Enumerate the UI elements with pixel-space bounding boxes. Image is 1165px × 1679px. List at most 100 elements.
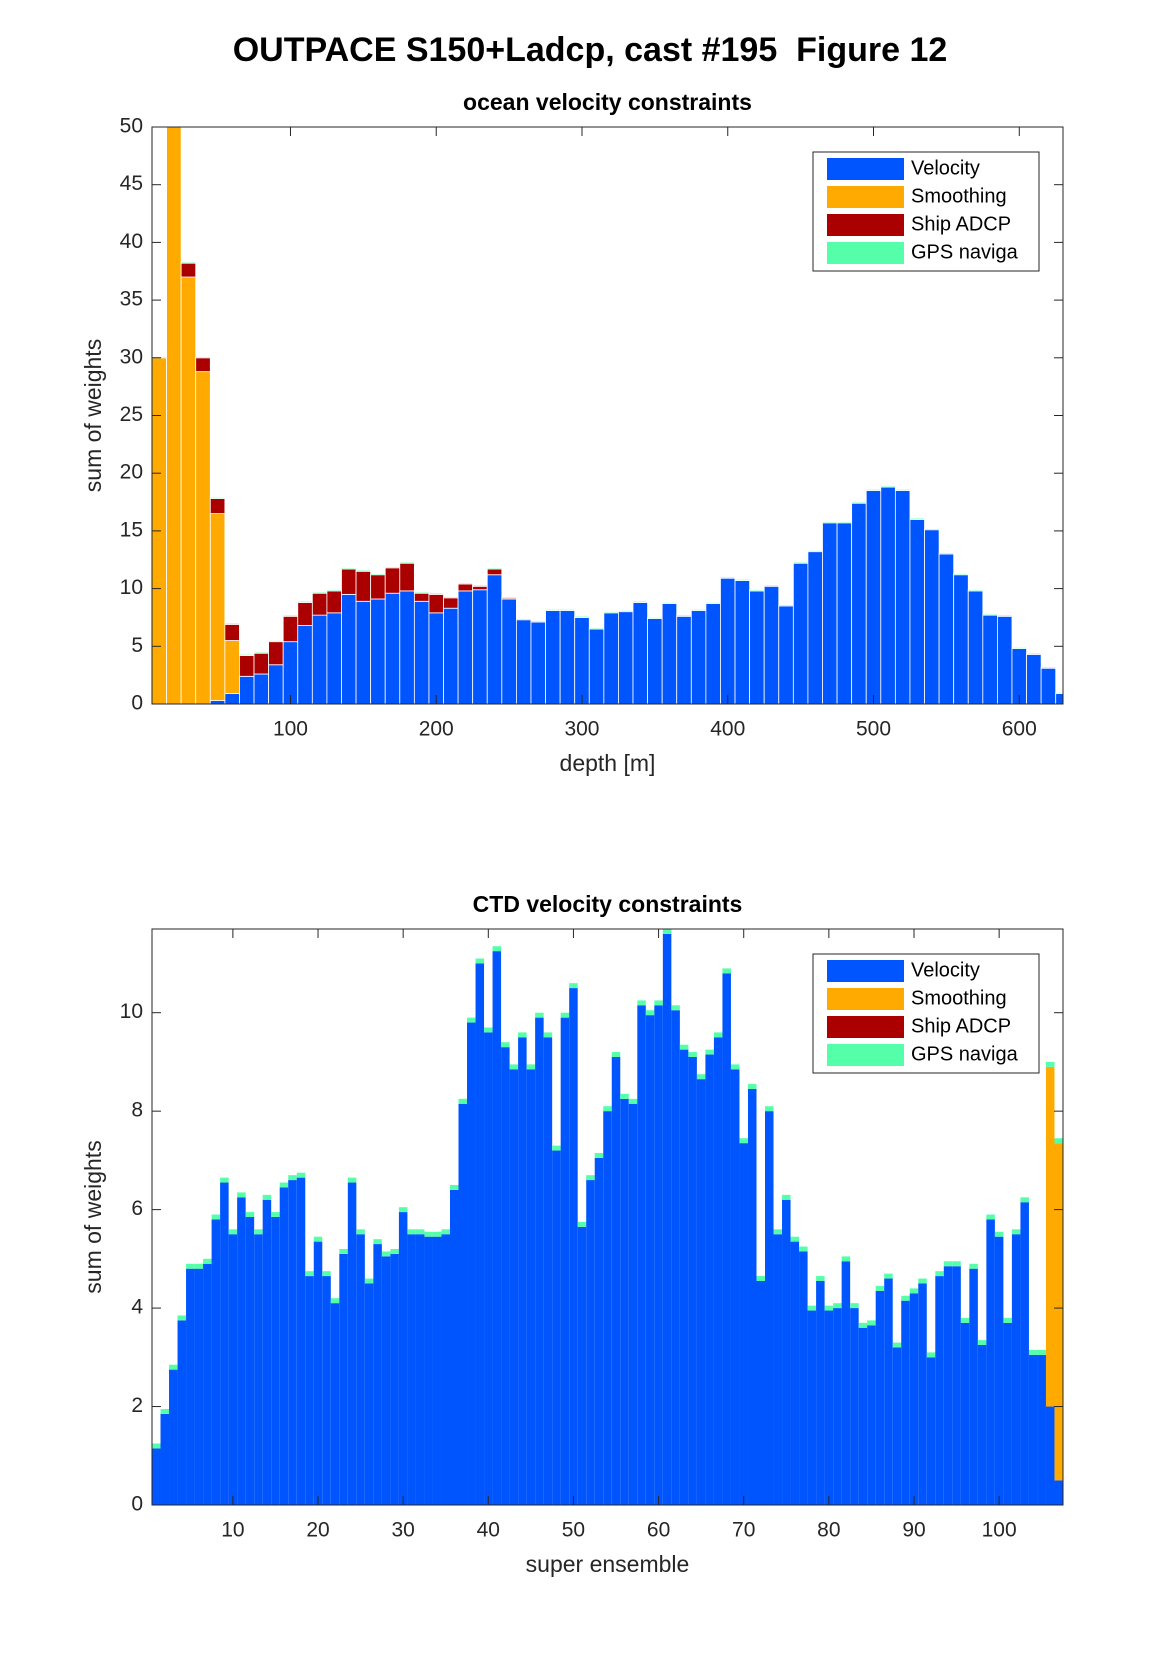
bar-segment xyxy=(997,614,1013,617)
legend-label: Velocity xyxy=(911,157,980,179)
bar-segment xyxy=(509,1064,519,1070)
bar-segment xyxy=(1020,1197,1029,1203)
bar-segment xyxy=(326,612,342,704)
bar-segment xyxy=(370,598,386,704)
bar-segment xyxy=(792,562,809,704)
bar-segment xyxy=(262,1194,272,1200)
bar-segment xyxy=(773,1234,783,1505)
bar-segment xyxy=(457,583,474,592)
bar-segment xyxy=(901,1295,910,1301)
bar-segment xyxy=(799,1246,808,1252)
x-tick-label: 90 xyxy=(902,1519,925,1542)
bar-segment xyxy=(792,561,809,564)
bar-segment xyxy=(858,1327,868,1505)
bar-segment xyxy=(220,1182,229,1505)
legend-swatch xyxy=(827,960,904,982)
bar-segment xyxy=(690,610,707,704)
bar-segment xyxy=(373,1244,382,1505)
bar-segment xyxy=(662,929,672,934)
bar-segment xyxy=(654,1005,663,1505)
bar-segment xyxy=(705,1054,714,1505)
bar-segment xyxy=(443,597,459,609)
bar-segment xyxy=(720,576,736,579)
bar-segment xyxy=(384,592,401,704)
bar-segment xyxy=(1054,1143,1063,1481)
bar-segment xyxy=(1040,666,1057,669)
bar-segment xyxy=(749,590,765,704)
bar-segment xyxy=(603,612,619,704)
bar-segment xyxy=(734,580,751,704)
bar-segment xyxy=(282,641,299,704)
y-tick-label: 15 xyxy=(120,518,143,541)
bar-segment xyxy=(413,600,430,704)
bar-segment xyxy=(765,1106,774,1112)
bar-segment xyxy=(545,610,561,704)
bar-segment xyxy=(875,1285,885,1291)
bar-segment xyxy=(676,614,692,617)
bar-segment xyxy=(688,1052,697,1057)
legend-swatch xyxy=(827,186,904,208)
bar-segment xyxy=(211,1219,221,1505)
bar-segment xyxy=(492,951,502,1505)
legend-swatch xyxy=(827,242,904,264)
bar-segment xyxy=(953,574,969,704)
bar-segment xyxy=(892,1347,902,1505)
bar-segment xyxy=(271,1212,280,1217)
bar-segment xyxy=(816,1281,825,1505)
bar-segment xyxy=(152,1443,161,1449)
bar-segment xyxy=(441,1229,450,1235)
bar-segment xyxy=(841,1256,851,1262)
bar-segment xyxy=(194,1268,204,1505)
bar-segment xyxy=(705,1049,714,1055)
bar-segment xyxy=(1003,1317,1012,1323)
x-tick-label: 70 xyxy=(732,1519,755,1542)
bar-segment xyxy=(195,357,211,373)
bar-segment xyxy=(909,1293,919,1505)
bar-segment xyxy=(909,517,925,520)
bar-segment xyxy=(262,1199,272,1505)
bar-segment xyxy=(443,607,459,704)
bar-segment xyxy=(943,1261,953,1267)
bar-segment xyxy=(432,1231,442,1237)
bar-segment xyxy=(594,1153,604,1158)
bar-segment xyxy=(228,1229,238,1235)
bar-segment xyxy=(381,1256,391,1505)
bar-segment xyxy=(501,598,517,704)
bar-segment xyxy=(867,1320,876,1326)
bar-segment xyxy=(322,1271,331,1277)
bar-segment xyxy=(822,521,838,524)
bar-segment xyxy=(1020,1202,1029,1505)
bar-segment xyxy=(1037,1354,1046,1505)
bar-segment xyxy=(180,276,197,704)
bar-segment xyxy=(977,1345,987,1505)
bar-segment xyxy=(603,611,619,614)
bar-segment xyxy=(516,619,532,704)
bar-segment xyxy=(943,1266,953,1505)
y-tick-label: 35 xyxy=(120,288,143,311)
bar-segment xyxy=(518,1032,527,1038)
bar-segment xyxy=(239,675,255,704)
bar-segment xyxy=(424,1236,433,1505)
bar-segment xyxy=(443,596,459,599)
bar-segment xyxy=(790,1241,800,1505)
bar-segment xyxy=(254,1234,263,1505)
bar-segment xyxy=(209,497,226,499)
bar-segment xyxy=(311,592,328,616)
bar-segment xyxy=(574,617,590,704)
bar-segment xyxy=(628,1098,638,1104)
bars xyxy=(152,929,1063,1505)
legend-label: Ship ADCP xyxy=(911,213,1011,235)
bar-segment xyxy=(530,621,546,704)
bar-segment xyxy=(926,1352,936,1358)
bar-segment xyxy=(661,603,678,704)
bar-segment xyxy=(938,553,955,704)
bar-segment xyxy=(428,592,444,595)
bar-segment xyxy=(458,1103,468,1505)
bar-segment xyxy=(807,550,823,553)
bar-segment xyxy=(763,585,780,704)
bar-segment xyxy=(245,1217,255,1505)
bar-segment xyxy=(228,1234,238,1505)
bar-segment xyxy=(152,1448,161,1505)
bar-segment xyxy=(177,1320,187,1505)
